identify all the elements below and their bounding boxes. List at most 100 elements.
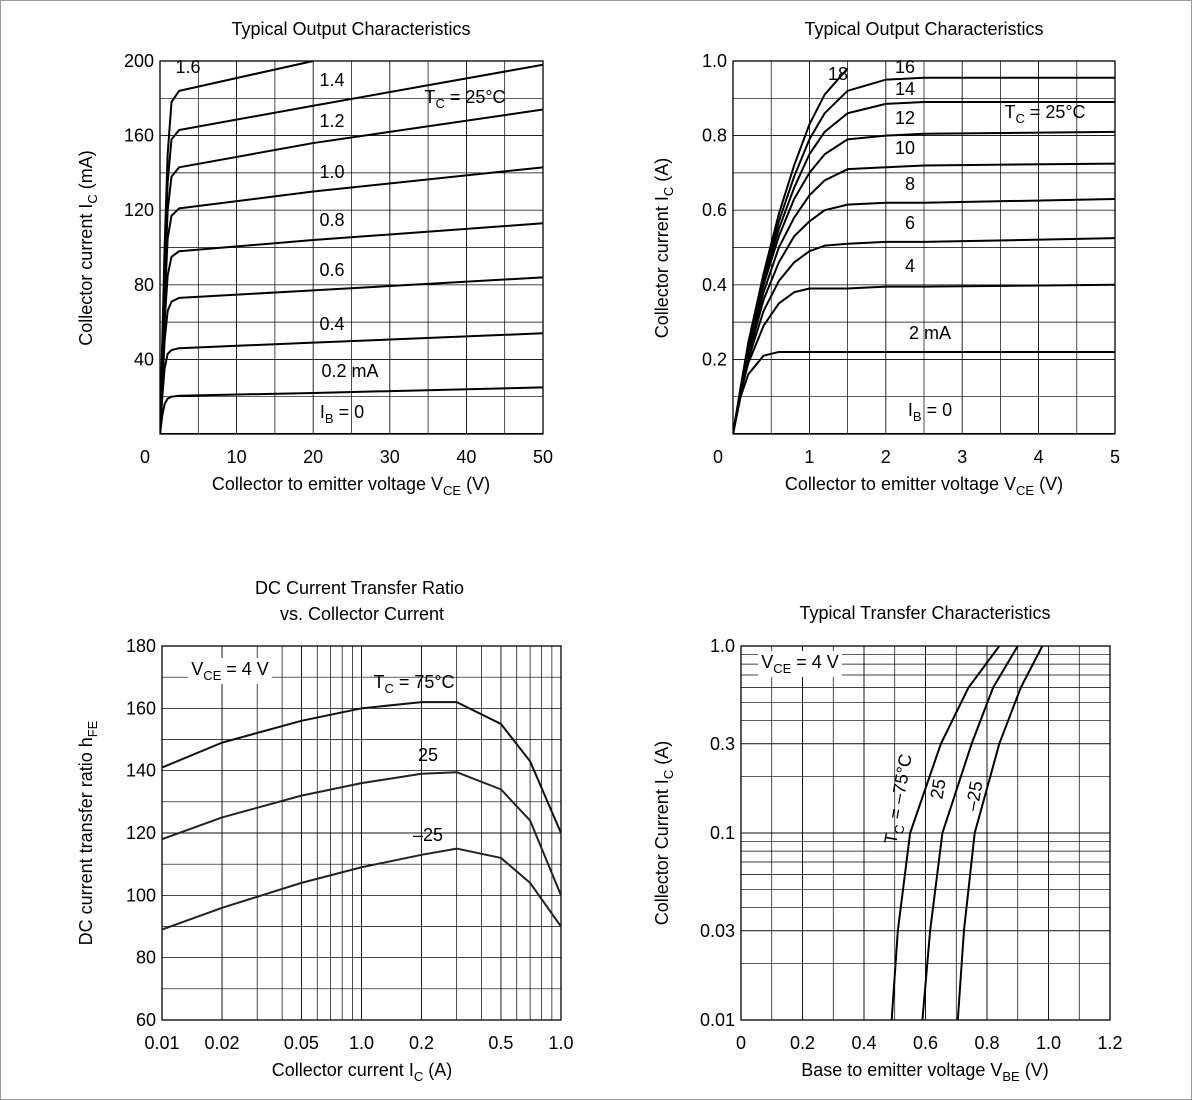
series-line bbox=[160, 61, 314, 434]
x-tick-label: 4 bbox=[1034, 447, 1044, 467]
text-part: (V) bbox=[1034, 474, 1063, 494]
series-line bbox=[733, 67, 849, 434]
series-label: 25 bbox=[418, 745, 438, 765]
series-label: 1.0 bbox=[319, 162, 344, 182]
x-tick-label: 0.02 bbox=[205, 1033, 240, 1053]
x-tick-label: 0.4 bbox=[851, 1033, 876, 1053]
x-axis-label: Collector to emitter voltage VCE (V) bbox=[785, 474, 1063, 498]
text-part: Collector current I bbox=[652, 196, 672, 338]
text-part: Collector to emitter voltage V bbox=[785, 474, 1016, 494]
subscript: B bbox=[325, 411, 334, 426]
y-tick-label: 100 bbox=[126, 885, 156, 905]
text-part: DC current transfer ratio h bbox=[76, 737, 96, 945]
y-tick-label: 0.8 bbox=[702, 126, 727, 146]
x-tick-label: 1.0 bbox=[548, 1033, 573, 1053]
subscript: C bbox=[414, 1069, 423, 1084]
chart-title: DC Current Transfer Ratio vs. Collector … bbox=[255, 578, 469, 624]
text-part: (mA) bbox=[76, 150, 96, 194]
y-tick-label: 0.2 bbox=[702, 349, 727, 369]
series-label: 10 bbox=[895, 138, 915, 158]
text-part: T bbox=[424, 87, 435, 107]
series-label: 18 bbox=[828, 64, 848, 84]
y-tick-label: 120 bbox=[126, 823, 156, 843]
x-tick-label: 3 bbox=[957, 447, 967, 467]
x-axis-label: Base to emitter voltage VBE (V) bbox=[801, 1060, 1048, 1084]
series-label: 6 bbox=[905, 213, 915, 233]
chart-title: Typical Output Characteristics bbox=[231, 19, 470, 39]
text-part: I bbox=[908, 400, 913, 420]
series-label: TC = 75°C bbox=[373, 672, 454, 696]
y-axis-label: DC current transfer ratio hFE bbox=[76, 720, 100, 945]
y-axis-label: Collector current IC (A) bbox=[652, 158, 676, 338]
y-tick-label: 0.4 bbox=[702, 275, 727, 295]
text-part: (A) bbox=[652, 741, 672, 770]
series-label: 16 bbox=[895, 57, 915, 77]
series-label: 1.2 bbox=[319, 111, 344, 131]
x-tick-label: 10 bbox=[227, 447, 247, 467]
series-label: 12 bbox=[895, 108, 915, 128]
subscript: CE bbox=[1016, 483, 1034, 498]
x-tick-label: 0.05 bbox=[284, 1033, 319, 1053]
x-tick-label: 50 bbox=[533, 447, 553, 467]
y-tick-label: 0.3 bbox=[710, 734, 735, 754]
x-axis-label: Collector to emitter voltage VCE (V) bbox=[212, 474, 490, 498]
y-tick-label: 60 bbox=[136, 1010, 156, 1030]
series-line bbox=[162, 771, 561, 896]
text-part: V bbox=[191, 659, 203, 679]
series-label: 2 mA bbox=[909, 323, 951, 343]
x-tick-label: 1.2 bbox=[1097, 1033, 1122, 1053]
x-tick-label: 5 bbox=[1110, 447, 1120, 467]
text-part: = 75°C bbox=[394, 672, 455, 692]
subscript: C bbox=[85, 194, 100, 203]
series-label: 0.8 bbox=[319, 210, 344, 230]
text-part: Collector to emitter voltage V bbox=[212, 474, 443, 494]
annotation: TC = 25°C bbox=[424, 87, 505, 111]
text-part: Collector current I bbox=[272, 1060, 414, 1080]
x-tick-label: 0.2 bbox=[409, 1033, 434, 1053]
series-label: 0.2 mA bbox=[321, 361, 378, 381]
text-part: Collector current I bbox=[76, 204, 96, 346]
y-tick-label: 0.01 bbox=[700, 1010, 735, 1030]
y-tick-label: 200 bbox=[124, 51, 154, 71]
series-line bbox=[160, 386, 543, 434]
text-part: (V) bbox=[1020, 1060, 1049, 1080]
x-tick-label: 0.01 bbox=[144, 1033, 179, 1053]
x-tick-label: 0 bbox=[736, 1033, 746, 1053]
subscript: C bbox=[1015, 111, 1024, 126]
x-tick-label: 0.8 bbox=[974, 1033, 999, 1053]
plot-frame bbox=[740, 645, 1111, 1021]
x-tick-label: 1.0 bbox=[349, 1033, 374, 1053]
series-label: 14 bbox=[895, 79, 915, 99]
chart-title: Typical Transfer Characteristics bbox=[799, 603, 1050, 623]
text-part: (A) bbox=[652, 158, 672, 187]
title-line: DC Current Transfer Ratio bbox=[255, 578, 469, 598]
subscript: CE bbox=[443, 483, 461, 498]
text-part: V bbox=[761, 652, 773, 672]
y-tick-label: 120 bbox=[124, 200, 154, 220]
series-label: IB = 0 bbox=[320, 402, 364, 426]
annotation-bg bbox=[188, 658, 272, 684]
x-tick-label: 40 bbox=[456, 447, 476, 467]
x-tick-label: 1.0 bbox=[1036, 1033, 1061, 1053]
y-tick-label: 160 bbox=[124, 126, 154, 146]
y-axis-label: Collector Current IC (A) bbox=[652, 741, 676, 925]
x-tick-label: 1 bbox=[804, 447, 814, 467]
y-axis-label: Collector current IC (mA) bbox=[76, 150, 100, 345]
y-tick-label: 80 bbox=[136, 948, 156, 968]
text-part: T bbox=[1004, 102, 1015, 122]
y-tick-label: 1.0 bbox=[710, 636, 735, 656]
series-label: 8 bbox=[905, 174, 915, 194]
subscript: CE bbox=[203, 668, 221, 683]
text-part: T bbox=[880, 831, 902, 845]
series-label: IB = 0 bbox=[908, 400, 952, 424]
series-label: 25 bbox=[927, 777, 950, 800]
annotation: TC = 25°C bbox=[1004, 102, 1085, 126]
x-tick-label: 30 bbox=[380, 447, 400, 467]
subscript: C bbox=[891, 824, 907, 836]
text-part: = 0 bbox=[922, 400, 953, 420]
subscript: C bbox=[384, 681, 393, 696]
x-tick-label: 20 bbox=[303, 447, 323, 467]
text-part: (V) bbox=[461, 474, 490, 494]
x-tick-label: 0 bbox=[140, 447, 150, 467]
